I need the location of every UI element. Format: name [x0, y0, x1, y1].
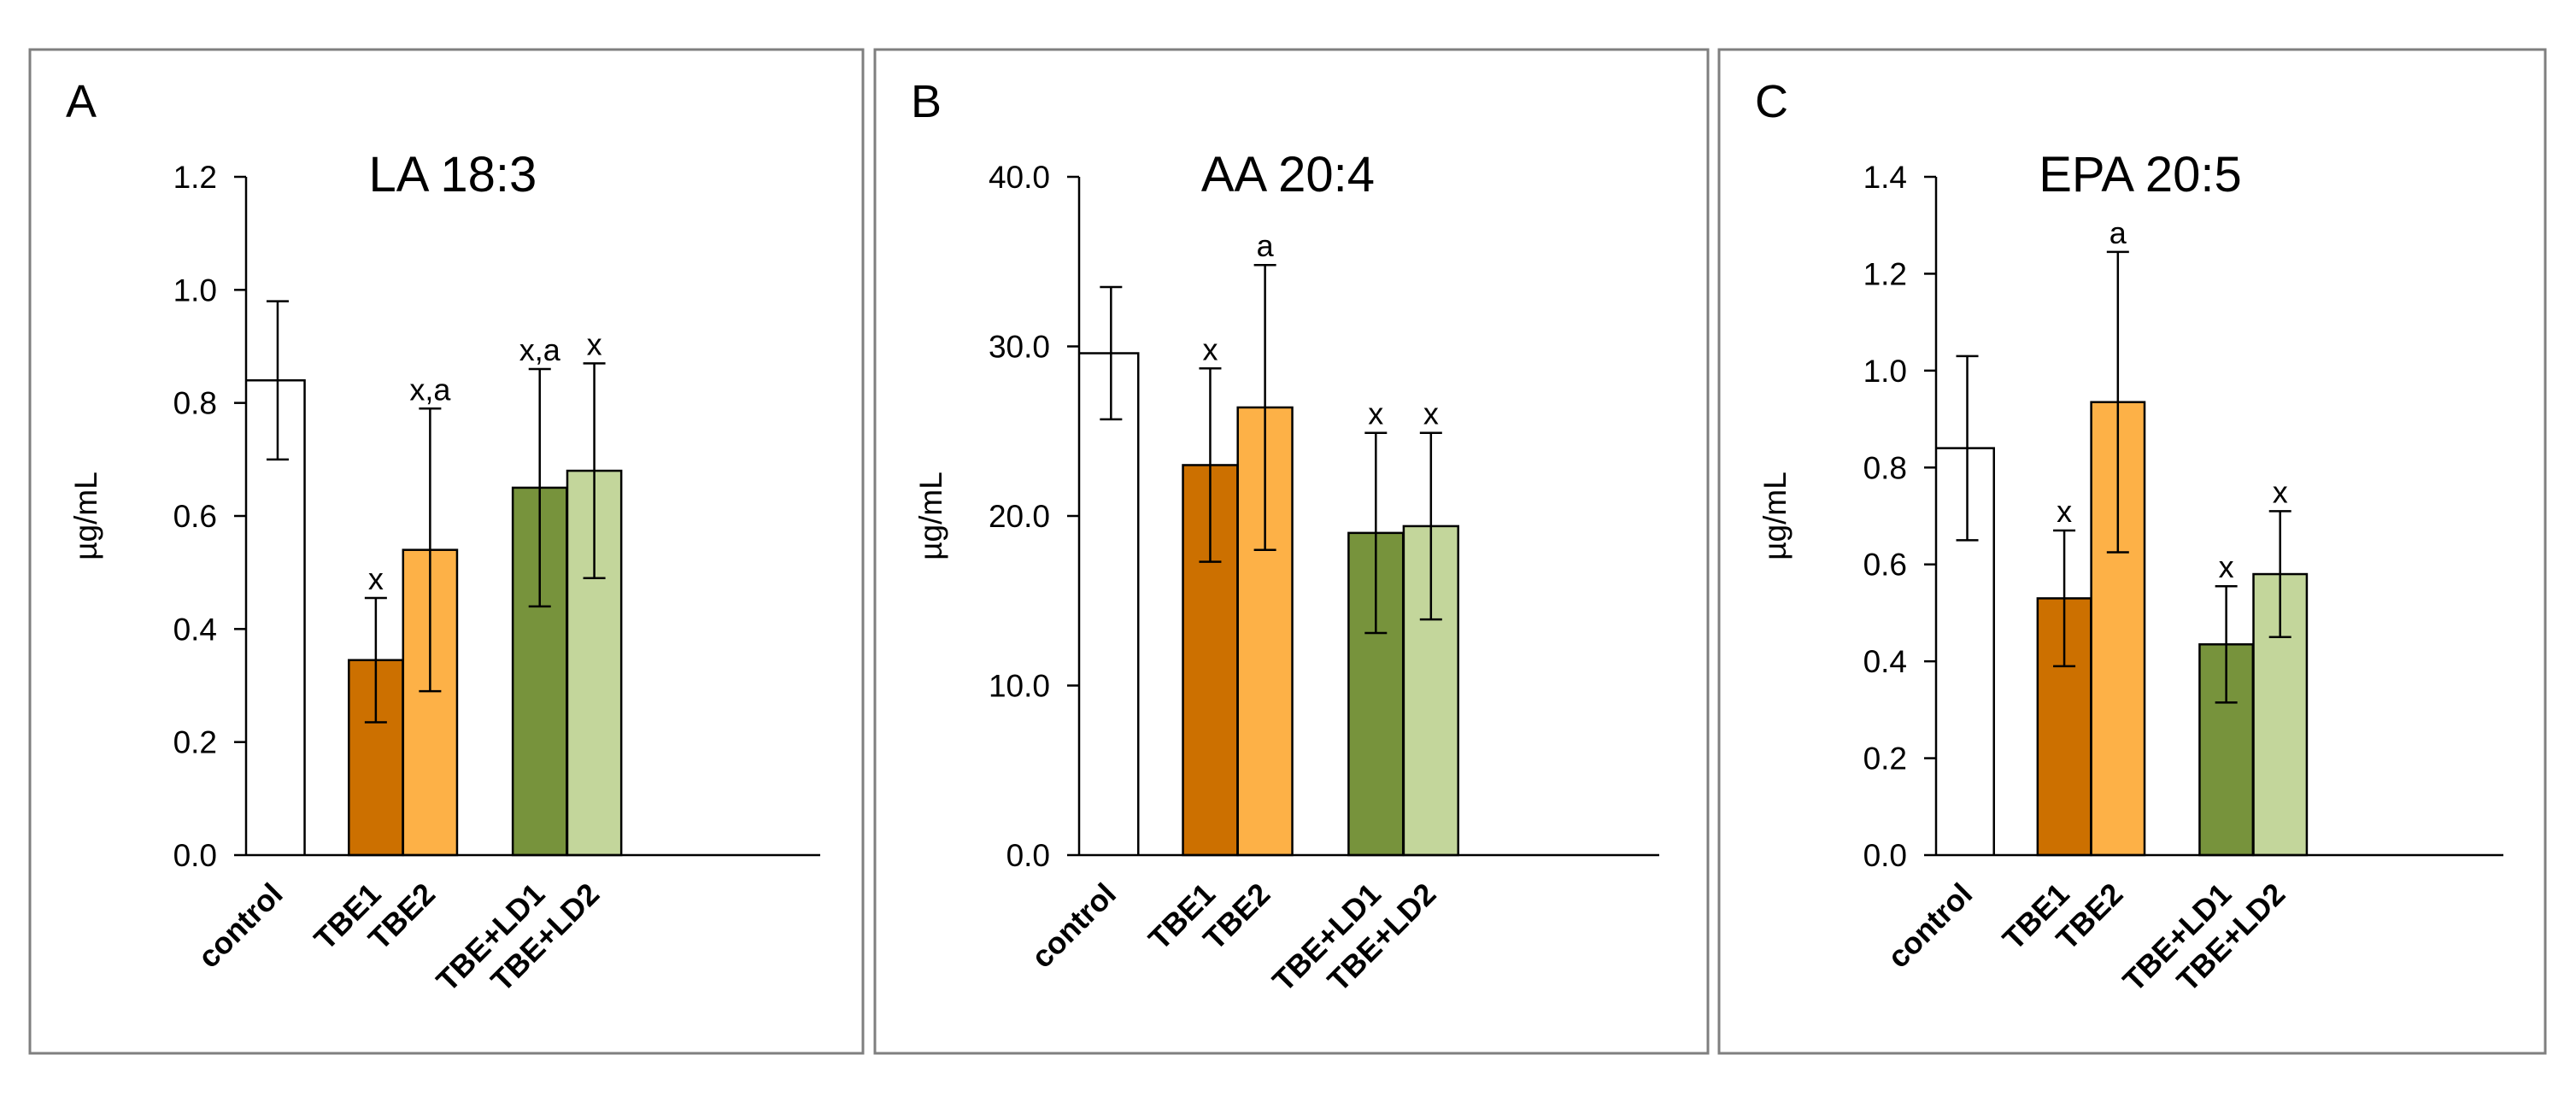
significance-label: x [2057, 494, 2072, 529]
panel-frame [873, 48, 1710, 1055]
y-tick-label: 0.0 [173, 838, 217, 873]
significance-label: a [2110, 215, 2127, 250]
y-tick-label: 0.2 [173, 725, 217, 760]
y-tick-label: 20.0 [989, 499, 1050, 534]
chart-title: EPA 20:5 [2039, 147, 2242, 202]
significance-label: x [1202, 331, 1218, 366]
y-tick-label: 30.0 [989, 330, 1050, 365]
y-tick-label: 0.6 [1863, 548, 1907, 583]
y-tick-label: 10.0 [989, 669, 1050, 704]
chart-title: AA 20:4 [1201, 147, 1375, 202]
significance-label: x [2273, 474, 2288, 509]
chart-panel-b: B AA 20:4 0.0 10.0 20.0 30.0 40.0 µg/mL control x… [873, 48, 1710, 1055]
bar-control [1079, 352, 1140, 855]
bar-control [246, 378, 306, 855]
y-tick-label: 0.4 [173, 612, 217, 647]
y-tick-label: 0.0 [1006, 838, 1050, 873]
chart-panel-c: C EPA 20:5 0.0 0.2 0.4 0.6 0.8 1.0 1.2 1.4 µg/mL co… [1717, 48, 2547, 1055]
panel-frame [1717, 48, 2547, 1055]
significance-label: x [2219, 549, 2234, 584]
y-tick-label: 1.0 [173, 273, 217, 308]
significance-label: a [1257, 228, 1275, 263]
chart-title: LA 18:3 [369, 147, 537, 202]
y-axis-label: µg/mL [1757, 472, 1793, 560]
significance-label: x [1423, 396, 1439, 431]
chart-panel-a: A LA 18:3 0.0 0.2 0.4 0.6 0.8 1.0 1.2 µg/mL contro… [28, 48, 865, 1055]
y-tick-label: 1.2 [1863, 256, 1907, 291]
y-tick-label: 40.0 [989, 160, 1050, 195]
significance-label: x,a [519, 332, 561, 367]
y-tick-label: 1.0 [1863, 354, 1907, 389]
y-tick-label: 0.6 [173, 499, 217, 534]
significance-label: x [587, 326, 602, 361]
y-tick-label: 0.4 [1863, 644, 1907, 679]
panel-frame [28, 48, 865, 1055]
y-tick-label: 0.8 [173, 386, 217, 421]
category-label: control [1024, 876, 1123, 975]
y-tick-label: 0.2 [1863, 741, 1907, 777]
significance-label: x [368, 561, 384, 596]
y-tick-label: 0.8 [1863, 450, 1907, 485]
bar-control [1936, 447, 1995, 855]
y-tick-label: 1.2 [173, 160, 217, 195]
y-tick-label: 1.4 [1863, 160, 1907, 195]
y-axis-label: µg/mL [68, 472, 103, 560]
panel-letter: B [911, 76, 942, 127]
y-axis-label: µg/mL [913, 472, 948, 560]
significance-label: x,a [409, 372, 451, 407]
y-tick-label: 0.0 [1863, 838, 1907, 873]
category-label: control [191, 876, 289, 975]
significance-label: x [1368, 396, 1383, 431]
panel-letter: A [66, 76, 97, 127]
category-label: control [1881, 876, 1979, 975]
panel-letter: C [1755, 76, 1788, 127]
